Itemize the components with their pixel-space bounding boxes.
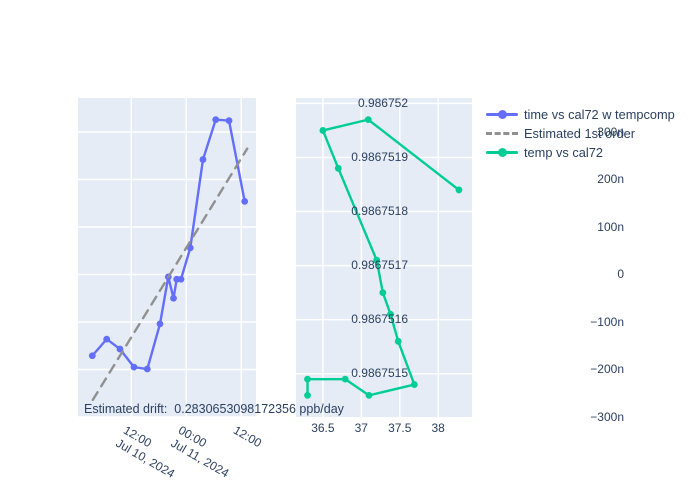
y-tick-label: 0.9867515	[351, 366, 408, 381]
legend-item-time-vs-cal72[interactable]: time vs cal72 w tempcomp	[486, 105, 675, 124]
x-tick-label: 38	[431, 421, 445, 435]
legend-item-estimated-1st-order[interactable]: Estimated 1st order	[486, 124, 675, 143]
legend-label: temp vs cal72	[524, 145, 603, 160]
x-tick-label: 37	[354, 421, 368, 435]
x-tick-label: 36.5	[311, 421, 335, 435]
y-tick-label: −100n	[590, 314, 624, 329]
x-tick-label: 00:00 Jul 11, 2024	[168, 423, 232, 481]
y-tick-label: 0.9867516	[351, 312, 408, 327]
y-tick-label: 100n	[597, 219, 624, 234]
legend: time vs cal72 w tempcomp Estimated 1st o…	[486, 105, 675, 162]
y-tick-label: 300n	[597, 124, 624, 139]
y-tick-label: −200n	[590, 362, 624, 376]
legend-line-marker-icon	[486, 143, 518, 162]
x-tick-label: 37.5	[388, 421, 412, 435]
y-tick-label: 0.9867519	[351, 149, 408, 164]
legend-label: Estimated 1st order	[524, 126, 635, 141]
x-tick-label: 12:00	[231, 423, 265, 451]
y-tick-label: 0	[617, 267, 624, 281]
legend-dash-icon	[486, 124, 518, 143]
legend-line-marker-icon	[486, 105, 518, 124]
drift-annotation: Estimated drift: 0.2830653098172356 ppb/…	[84, 402, 344, 416]
subplot-time-vs-cal72[interactable]	[78, 98, 256, 417]
y-tick-label: −300n	[590, 409, 624, 424]
legend-item-temp-vs-cal72[interactable]: temp vs cal72	[486, 143, 675, 162]
y-tick-label: 0.986752	[357, 95, 408, 110]
y-tick-label: 0.9867518	[351, 204, 408, 219]
legend-label: time vs cal72 w tempcomp	[524, 107, 675, 122]
y-tick-label: 0.9867517	[351, 258, 408, 273]
y-tick-label: 200n	[597, 172, 624, 186]
